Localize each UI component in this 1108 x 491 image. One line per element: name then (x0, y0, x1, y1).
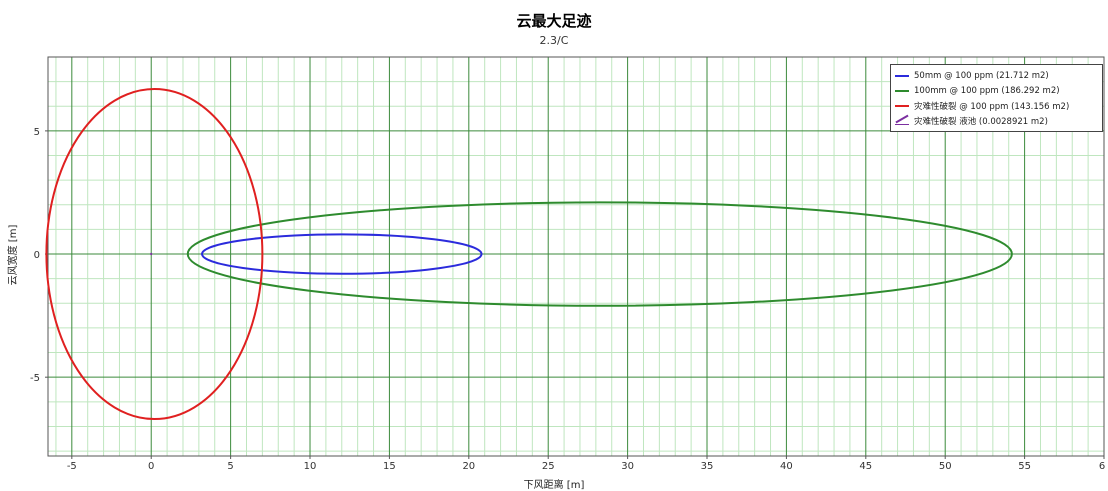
series-layer (45, 88, 1013, 421)
x-tick-label: 35 (701, 461, 714, 472)
legend-item-50mm: 50mm @ 100 ppm (21.712 m2) (895, 68, 1098, 83)
x-tick-label: 25 (542, 461, 555, 472)
series-0-footprint (201, 233, 483, 275)
x-tick-label: 55 (1018, 461, 1031, 472)
legend-swatch-100mm (895, 89, 909, 92)
legend: 50mm @ 100 ppm (21.712 m2) 100mm @ 100 p… (890, 64, 1103, 132)
legend-label-pool: 灾难性破裂 液池 (0.0028921 m2) (914, 116, 1048, 127)
chart-title: 云最大足迹 (516, 12, 592, 30)
legend-label-50mm: 50mm @ 100 ppm (21.712 m2) (914, 70, 1049, 81)
series-1-footprint (186, 201, 1013, 307)
legend-label-catastrophic: 灾难性破裂 @ 100 ppm (143.156 m2) (914, 101, 1070, 112)
legend-swatch-catastrophic (895, 104, 909, 107)
legend-item-catastrophic: 灾难性破裂 @ 100 ppm (143.156 m2) (895, 98, 1098, 113)
x-tick-label: 10 (304, 461, 317, 472)
legend-swatch-50mm (895, 74, 909, 77)
x-tick-label: 50 (939, 461, 952, 472)
x-tick-label: -5 (67, 461, 77, 472)
y-tick-label: 5 (34, 127, 40, 138)
y-tick-label: -5 (30, 373, 40, 384)
x-tick-label: 0 (148, 461, 154, 472)
x-tick-label: 15 (383, 461, 396, 472)
plot-frame (47, 56, 1105, 457)
legend-label-100mm: 100mm @ 100 ppm (186.292 m2) (914, 85, 1060, 96)
x-tick-label: 6 (1099, 461, 1105, 472)
y-tick-label: 0 (34, 250, 40, 261)
x-tick-label: 20 (462, 461, 475, 472)
x-tick-label: 45 (859, 461, 872, 472)
legend-item-100mm: 100mm @ 100 ppm (186.292 m2) (895, 83, 1098, 98)
x-tick-label: 30 (621, 461, 634, 472)
legend-item-pool: 灾难性破裂 液池 (0.0028921 m2) (895, 113, 1098, 128)
series-2-footprint (45, 88, 264, 421)
x-axis-label: 下风距离 [m] (523, 480, 585, 491)
tick-labels: -5 0 5 10 15 20 25 30 35 40 45 50 55 6 -5 0 5 (30, 127, 1105, 472)
chart-subtitle: 2.3/C (539, 34, 569, 47)
x-tick-label: 40 (780, 461, 793, 472)
series-3-pool (150, 252, 153, 256)
legend-swatch-pool (895, 116, 909, 126)
x-tick-label: 5 (227, 461, 233, 472)
